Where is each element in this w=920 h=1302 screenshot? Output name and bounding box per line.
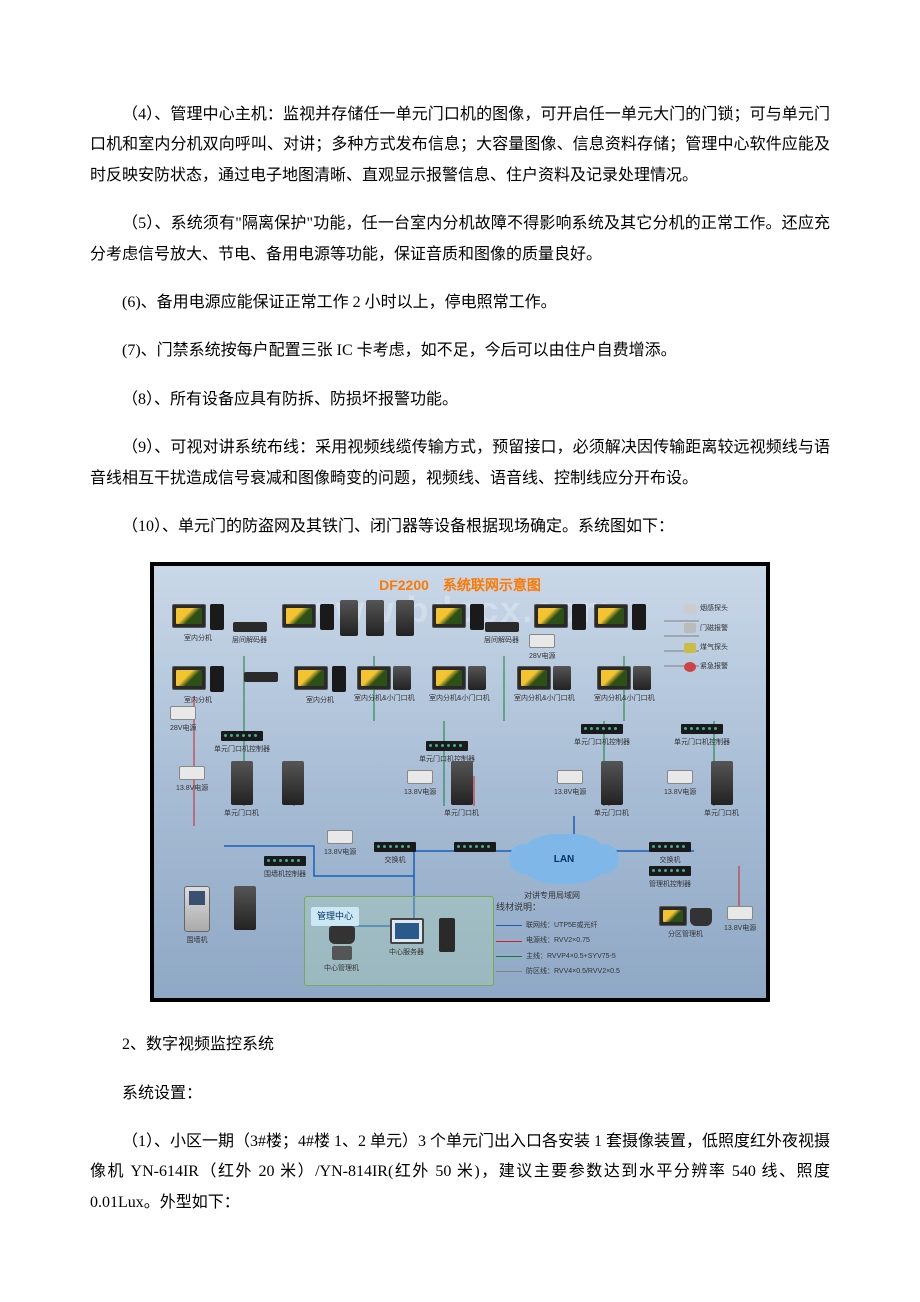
sensor-legend: 烟感探头 门磁报警 煤气探头 紧急报警: [684, 602, 754, 679]
diagram-title: DF2200 系统联网示意图: [154, 572, 766, 599]
paragraph-7: (7)、门禁系统按每户配置三张 IC 卡考虑，如不足，今后可以由住户自费增添。: [90, 336, 830, 366]
section2-title: 2、数字视频监控系统: [90, 1030, 830, 1060]
label-indoor: 室内分机: [184, 632, 212, 645]
paragraph-9: （9）、可视对讲系统布线：采用视频线缆传输方式，预留接口，必须解决因传输距离较远…: [90, 433, 830, 494]
label-decoder: 层间解码器: [232, 634, 267, 647]
label-wall: 围墙机: [187, 934, 208, 947]
legend-title: 线材说明：: [496, 899, 656, 916]
label-psu138-6: 13.8V电源: [724, 922, 756, 935]
section2-p1: （1）、小区一期（3#楼；4#楼 1、2 单元）3 个单元门出入口各安装 1 套…: [90, 1127, 830, 1218]
label-unitctrl-3: 单元门口机控制器: [574, 736, 630, 749]
label-psu138-5: 13.8V电源: [324, 846, 356, 859]
label-centerserver: 中心服务器: [389, 946, 424, 959]
section2-sub: 系统设置：: [90, 1079, 830, 1109]
label-indoor-small-2: 室内分机&小门口机: [429, 692, 490, 705]
label-switch-1: 交换机: [385, 854, 406, 867]
label-unitdoor-4: 单元门口机: [704, 807, 739, 820]
lan-cloud: LAN: [519, 834, 609, 884]
label-psu138-3: 13.8V电源: [554, 786, 586, 799]
label-indoor-small-3: 室内分机&小门口机: [514, 692, 575, 705]
label-pagemgr: 分区管理机: [668, 928, 703, 941]
label-indoor-3: 室内分机: [306, 694, 334, 707]
label-psu138-1: 13.8V电源: [176, 782, 208, 795]
label-unitctrl-4: 单元门口机控制器: [674, 736, 730, 749]
paragraph-4: （4）、管理中心主机：监视并存储任一单元门口机的图像，可开启任一单元大门的门锁；…: [90, 100, 830, 191]
label-wallctrl: 围墙机控制器: [264, 868, 306, 881]
label-unitctrl-1: 单元门口机控制器: [214, 743, 270, 756]
label-indoor-small-4: 室内分机&小门口机: [594, 692, 655, 705]
mgmt-center-label: 管理中心: [311, 907, 359, 926]
label-psu138-2: 13.8V电源: [404, 786, 436, 799]
label-psu138-4: 13.8V电源: [664, 786, 696, 799]
system-diagram: www.bdocx.com DF2200 系统联网示意图 室内分机 层间解码器: [150, 562, 770, 1002]
label-decoder-2: 层间解码器: [484, 634, 519, 647]
paragraph-5: （5）、系统须有"隔离保护"功能，任一台室内分机故障不得影响系统及其它分机的正常…: [90, 209, 830, 270]
legend-box: 线材说明： 联网线：UTP5E或光纤 电源线：RVV2×0.75 主线：RVVP…: [496, 899, 656, 980]
paragraph-8: （8）、所有设备应具有防拆、防损坏报警功能。: [90, 385, 830, 415]
label-centermgr: 中心管理机: [324, 962, 359, 975]
label-indoor-small-1: 室内分机&小门口机: [354, 692, 415, 705]
label-unitdoor-2: 单元门口机: [444, 807, 479, 820]
label-unitdoor-1: 单元门口机: [224, 807, 259, 820]
label-mgmtctrl: 管理机控制器: [649, 878, 691, 891]
label-psu28: 28V电源: [529, 650, 555, 663]
label-unitdoor-3: 单元门口机: [594, 807, 629, 820]
label-psu28-b: 28V电源: [170, 722, 196, 735]
paragraph-10: （10）、单元门的防盗网及其铁门、闭门器等设备根据现场确定。系统图如下：: [90, 512, 830, 542]
paragraph-6: (6)、备用电源应能保证正常工作 2 小时以上，停电照常工作。: [90, 288, 830, 318]
